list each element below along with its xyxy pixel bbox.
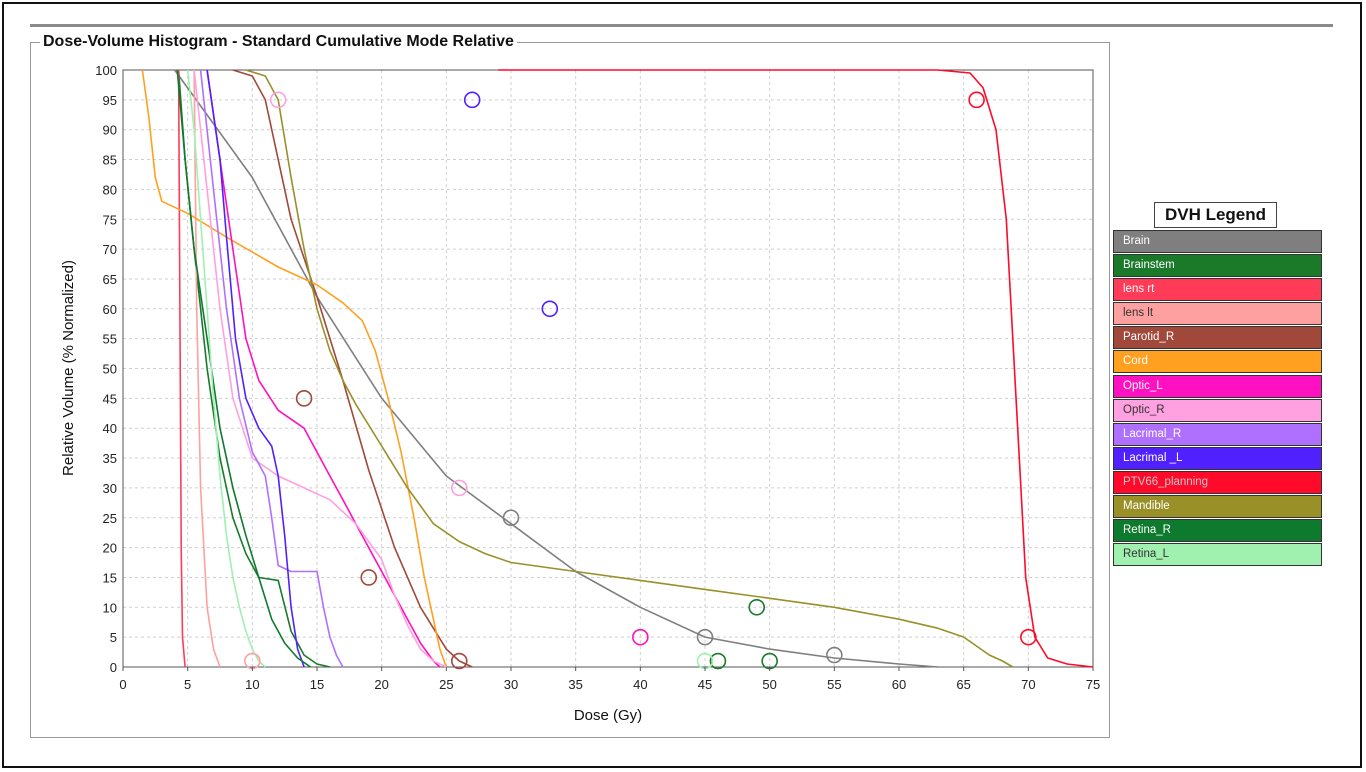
y-tick-label: 90 (103, 123, 117, 138)
constraint-marker (450, 652, 468, 670)
y-tick-label: 25 (103, 511, 117, 526)
constraint-markers (244, 91, 1037, 670)
series-line-lens-rt (177, 69, 186, 668)
chart-title: Dose-Volume Histogram - Standard Cumulat… (40, 33, 517, 51)
header-rule (30, 24, 1333, 27)
x-tick-label: 65 (956, 677, 970, 692)
legend-item: Retina_L (1113, 543, 1322, 567)
series-line-lacrimal-_l (206, 69, 305, 668)
x-tick-label: 30 (504, 677, 518, 692)
legend-item: lens lt (1113, 302, 1322, 326)
x-tick-label: 60 (892, 677, 906, 692)
legend-item: PTV66_planning (1113, 470, 1322, 494)
legend-item: Lacrimal_R (1113, 422, 1322, 446)
constraint-marker (748, 598, 766, 616)
series-line-retina_r (176, 69, 311, 668)
constraint-marker (269, 91, 287, 109)
constraint-marker (360, 569, 378, 586)
x-tick-label: 40 (633, 677, 647, 692)
y-tick-label: 35 (103, 451, 117, 466)
constraint-marker (450, 479, 468, 497)
series-line-ptv66_planning (498, 69, 1094, 668)
constraint-marker (1020, 628, 1037, 646)
x-tick-label: 20 (374, 677, 388, 692)
y-tick-label: 15 (103, 570, 117, 585)
legend-item: Parotid_R (1113, 326, 1322, 350)
series-lines (141, 69, 1094, 668)
x-tick-label: 70 (1021, 677, 1035, 692)
x-tick-label: 55 (827, 677, 841, 692)
legend-item: Optic_L (1113, 374, 1322, 398)
y-tick-label: 50 (103, 362, 117, 377)
legend-item: Optic_R (1113, 398, 1322, 422)
series-line-mandible (245, 69, 1014, 668)
constraint-marker (696, 628, 714, 646)
dvh-legend: Brain Brainstem lens rt lens lt Parotid_R Cor… (1113, 230, 1322, 567)
x-tick-label: 75 (1086, 677, 1100, 692)
legend-item: Brainstem (1113, 254, 1322, 278)
series-line-optic_r (193, 69, 447, 668)
x-tick-label: 10 (245, 677, 259, 692)
constraint-marker (968, 91, 985, 109)
legend-item: Cord (1113, 350, 1322, 374)
constraint-marker (826, 646, 843, 664)
x-tick-label: 15 (310, 677, 324, 692)
legend-title: DVH Legend (1154, 202, 1277, 228)
x-tick-label: 45 (698, 677, 712, 692)
constraint-marker (463, 91, 481, 109)
constraint-marker (295, 390, 313, 407)
constraint-marker (709, 652, 727, 670)
y-tick-label: 80 (103, 182, 117, 197)
y-tick-label: 70 (103, 242, 117, 257)
series-line-optic_l (206, 69, 441, 668)
legend-item: Brain (1113, 230, 1322, 253)
x-tick-label: 35 (568, 677, 582, 692)
y-tick-label: 0 (110, 660, 117, 675)
constraint-marker (502, 509, 520, 527)
x-tick-label: 0 (119, 677, 126, 692)
grid-lines (123, 69, 1094, 667)
y-tick-label: 30 (103, 481, 117, 496)
y-tick-label: 60 (103, 302, 117, 317)
chart-frame (30, 42, 1110, 738)
constraint-marker (541, 300, 559, 318)
series-line-cord (141, 69, 448, 668)
x-tick-label: 25 (439, 677, 453, 692)
y-tick-label: 10 (103, 600, 117, 615)
x-tick-labels: 0 5 10 15 20 25 30 35 40 45 50 55 60 65 70 75 (119, 667, 1100, 692)
y-tick-label: 85 (103, 153, 117, 168)
y-axis-label: Relative Volume (% Normalized) (60, 260, 77, 476)
constraint-marker (632, 628, 649, 646)
y-tick-label: 55 (103, 332, 117, 347)
legend-item: lens rt (1113, 278, 1322, 302)
legend-item: Mandible (1113, 495, 1322, 519)
x-tick-label: 50 (762, 677, 776, 692)
y-tick-label: 20 (103, 541, 117, 556)
x-tick-label: 5 (184, 677, 191, 692)
y-tick-label: 100 (95, 63, 117, 78)
y-tick-labels: 0 5 10 15 20 25 30 35 40 45 50 55 60 65 70 75 80 85 90 95 10… (95, 63, 117, 675)
y-tick-label: 75 (103, 212, 117, 227)
series-line-retina_l (186, 69, 266, 668)
legend-item: Lacrimal _L (1113, 446, 1322, 470)
y-tick-label: 95 (103, 93, 117, 108)
legend-item: Retina_R (1113, 519, 1322, 543)
y-tick-label: 65 (103, 272, 117, 287)
y-tick-label: 5 (110, 630, 117, 645)
y-tick-label: 45 (103, 391, 117, 406)
y-tick-label: 40 (103, 421, 117, 436)
x-axis-label: Dose (Gy) (574, 707, 642, 724)
series-line-lacrimal_r (199, 69, 344, 668)
